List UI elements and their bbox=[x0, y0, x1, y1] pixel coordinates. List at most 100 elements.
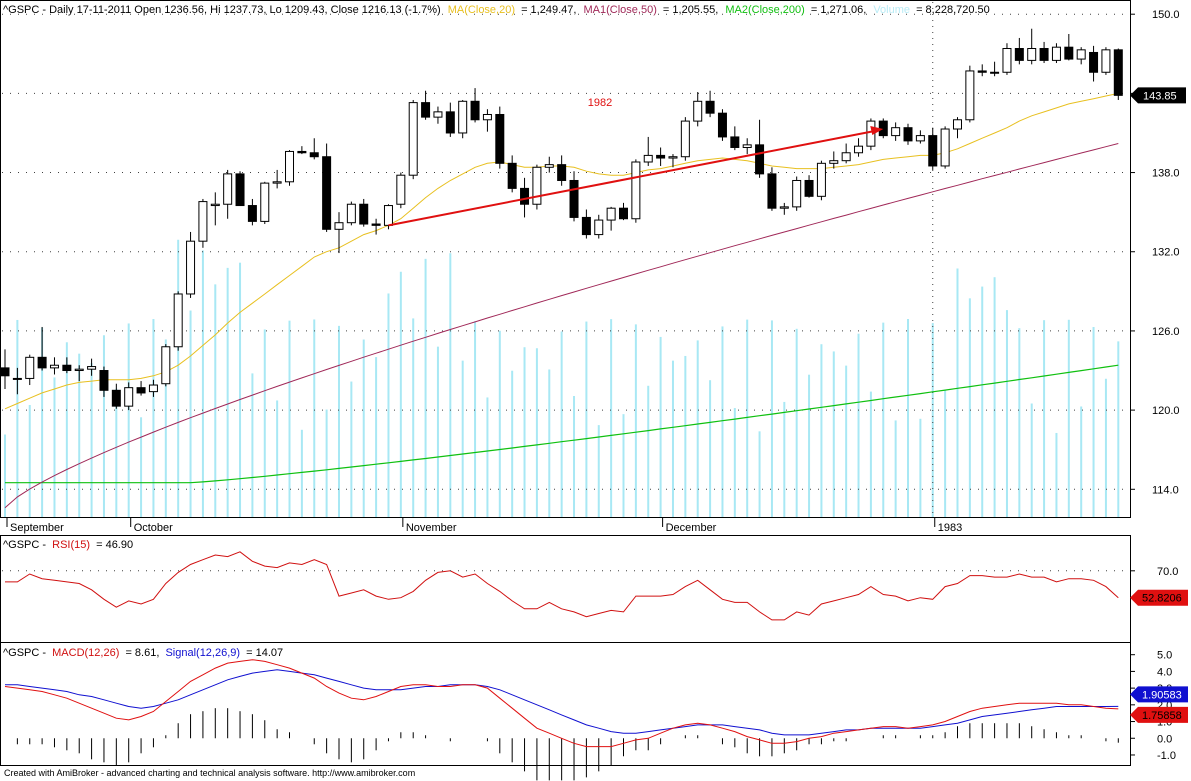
candle-body bbox=[755, 144, 765, 175]
price-tick-label: 132.0 bbox=[1152, 247, 1180, 259]
candle-body bbox=[816, 162, 826, 197]
trend-line-segment bbox=[388, 129, 878, 227]
volume-bar bbox=[152, 319, 155, 517]
candle bbox=[594, 214, 604, 239]
price-tick-label: 150.0 bbox=[1152, 9, 1180, 21]
ma50-line bbox=[4, 143, 1119, 509]
volume-bar bbox=[1092, 326, 1095, 517]
candle-body bbox=[569, 179, 579, 218]
ma200-line bbox=[5, 364, 1119, 484]
macd-line bbox=[4, 659, 1119, 748]
volume-bar bbox=[659, 336, 662, 517]
price-pane-frame bbox=[0, 0, 1131, 518]
rsi-symbol: ^GSPC - bbox=[3, 539, 46, 551]
volume-bar bbox=[387, 293, 390, 517]
candle bbox=[1064, 33, 1074, 61]
volume-bar bbox=[993, 277, 996, 517]
volume-bar bbox=[276, 400, 279, 517]
candle-body bbox=[507, 162, 517, 189]
candle bbox=[346, 201, 356, 226]
volume-bar bbox=[412, 318, 415, 517]
signal-last-label: 1.90583 bbox=[1142, 689, 1182, 701]
candle bbox=[223, 169, 233, 219]
candle bbox=[495, 106, 505, 169]
volume-bar bbox=[325, 409, 328, 517]
candle bbox=[0, 349, 10, 389]
candle bbox=[643, 136, 653, 166]
candle-body bbox=[285, 150, 295, 183]
candle-body bbox=[396, 174, 406, 205]
volume-bar bbox=[671, 360, 674, 517]
candle-body bbox=[433, 111, 443, 118]
candle-body bbox=[557, 164, 567, 181]
candle bbox=[866, 118, 876, 151]
candle bbox=[408, 99, 418, 180]
candle-body bbox=[445, 111, 455, 134]
candle-body bbox=[854, 145, 864, 154]
macd-lines bbox=[4, 659, 1119, 748]
candle-body bbox=[25, 356, 35, 379]
candle bbox=[606, 206, 616, 231]
volume-bar bbox=[696, 340, 699, 517]
date-label: December bbox=[666, 522, 717, 534]
volume-bar bbox=[511, 370, 514, 517]
candle-body bbox=[495, 113, 505, 164]
candle bbox=[124, 382, 134, 411]
ma20-value: = 1,249.47, bbox=[521, 4, 576, 16]
candle-body bbox=[520, 187, 530, 205]
candle bbox=[619, 202, 628, 221]
volume-bar bbox=[461, 360, 464, 517]
volume-bar bbox=[832, 351, 835, 517]
volume-bar bbox=[288, 320, 291, 517]
price-tick-label: 120.0 bbox=[1152, 405, 1180, 417]
candle-body bbox=[334, 222, 344, 230]
candle-body bbox=[581, 216, 591, 236]
volume-bar bbox=[981, 286, 984, 517]
candle bbox=[520, 177, 530, 218]
candle-body bbox=[952, 119, 962, 130]
candle bbox=[915, 130, 925, 144]
last-price-marker bbox=[1130, 87, 1186, 104]
volume-bar bbox=[808, 374, 811, 517]
volume-bar bbox=[535, 348, 538, 517]
candle bbox=[396, 172, 406, 209]
candle bbox=[854, 138, 864, 157]
candle bbox=[940, 126, 950, 169]
price-tick-label: 114.0 bbox=[1152, 484, 1179, 496]
candle-body bbox=[1014, 48, 1024, 61]
rsi-value: = 46.90 bbox=[96, 539, 133, 551]
volume-bar bbox=[919, 418, 922, 517]
candle bbox=[99, 366, 109, 397]
candle-body bbox=[408, 102, 418, 176]
candle bbox=[62, 357, 72, 374]
candle bbox=[272, 169, 282, 189]
candle-body bbox=[1076, 49, 1086, 60]
volume-bar bbox=[857, 333, 860, 517]
candle bbox=[421, 90, 431, 120]
candle bbox=[297, 146, 307, 155]
candle bbox=[1051, 43, 1061, 64]
candle-body bbox=[631, 161, 641, 220]
candle bbox=[816, 160, 826, 201]
candle bbox=[544, 156, 554, 173]
candle-body bbox=[223, 173, 233, 205]
macd-header: ^GSPC - MACD(12,26) = 8.61, Signal(12,26… bbox=[3, 647, 283, 659]
macd-tick-label: 4.0 bbox=[1157, 666, 1172, 678]
volume-bar bbox=[944, 390, 947, 517]
candle bbox=[1089, 45, 1099, 82]
candle-body bbox=[643, 154, 653, 163]
volume-bar bbox=[486, 397, 489, 517]
volume-bar bbox=[684, 355, 687, 517]
candle-body bbox=[532, 166, 542, 205]
date-label: 1983 bbox=[938, 522, 962, 534]
candle bbox=[260, 181, 270, 225]
candle-body bbox=[1101, 49, 1111, 73]
volume-bar bbox=[647, 385, 650, 517]
volume-bar bbox=[1104, 378, 1107, 517]
candle-body bbox=[829, 160, 839, 164]
candle-body bbox=[878, 120, 888, 137]
volume-bar bbox=[436, 346, 439, 517]
candle-body bbox=[680, 120, 690, 158]
candle-body bbox=[779, 206, 789, 209]
